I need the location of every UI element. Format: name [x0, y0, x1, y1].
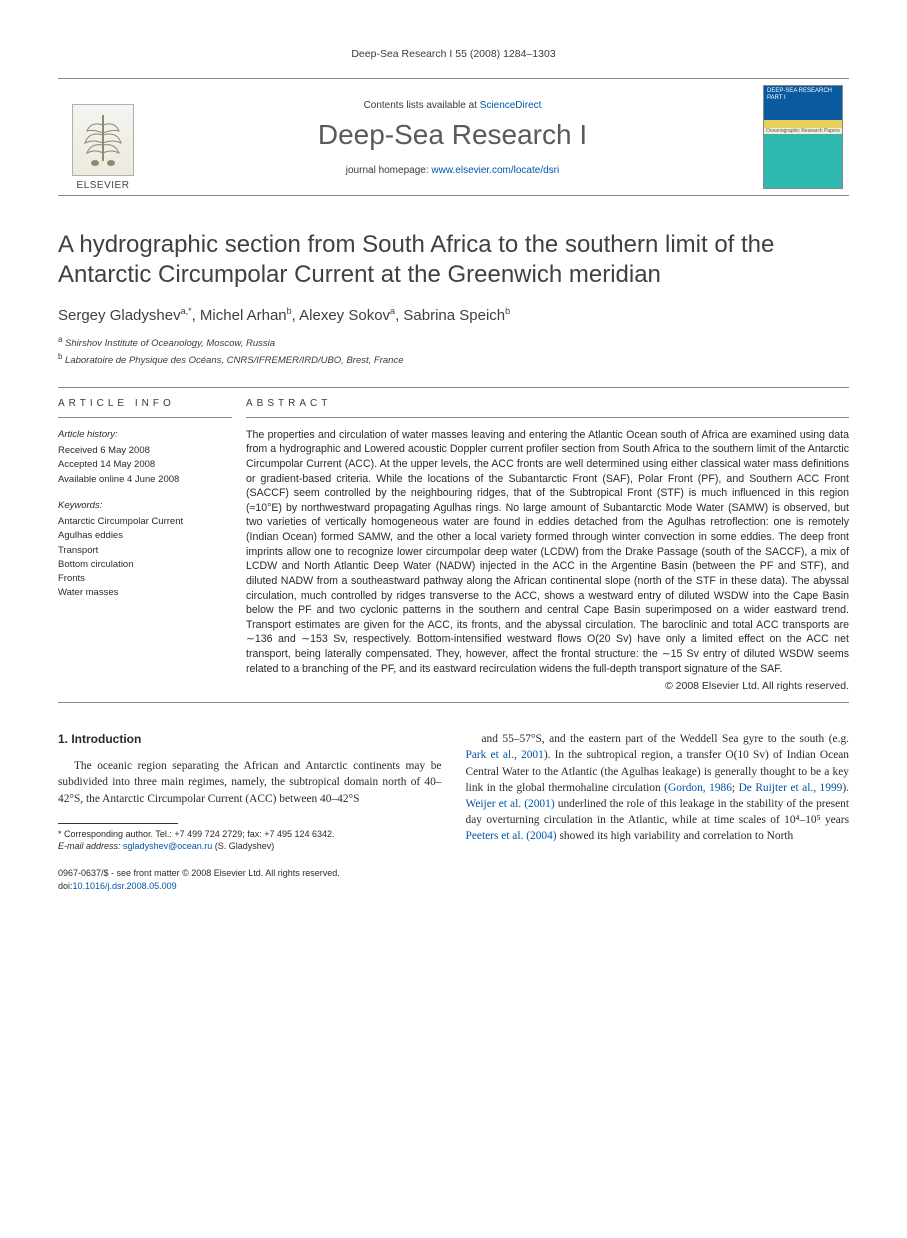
- article-title: A hydrographic section from South Africa…: [58, 230, 849, 290]
- journal-cover: DEEP-SEA RESEARCH PART I Oceanographic R…: [763, 85, 843, 189]
- publisher-name: ELSEVIER: [77, 180, 130, 191]
- keyword: Antarctic Circumpolar Current: [58, 515, 232, 529]
- masthead: ELSEVIER Contents lists available at Sci…: [58, 78, 849, 196]
- cover-title: DEEP-SEA RESEARCH PART I: [764, 86, 842, 120]
- corresponding-author: * Corresponding author. Tel.: +7 499 724…: [58, 828, 442, 841]
- cover-part: PART I: [767, 95, 786, 101]
- article-info: ARTICLE INFO Article history: Received 6…: [58, 388, 246, 702]
- copyright-footer: 0967-0637/$ - see front matter © 2008 El…: [58, 867, 442, 892]
- abstract: ABSTRACT The properties and circulation …: [246, 388, 849, 702]
- history-line: Received 6 May 2008: [58, 444, 232, 458]
- running-head: Deep-Sea Research I 55 (2008) 1284–1303: [58, 48, 849, 60]
- body-columns: 1. Introduction The oceanic region separ…: [58, 731, 849, 892]
- email-line: E-mail address: sgladyshev@ocean.ru (S. …: [58, 840, 442, 853]
- footnotes: * Corresponding author. Tel.: +7 499 724…: [58, 828, 442, 853]
- sciencedirect-link[interactable]: ScienceDirect: [480, 100, 542, 111]
- elsevier-logo: [72, 104, 134, 176]
- keyword: Agulhas eddies: [58, 529, 232, 543]
- cite-deruijter-1999[interactable]: De Ruijter et al., 1999: [739, 782, 843, 794]
- info-heading: ARTICLE INFO: [58, 398, 232, 418]
- keyword: Water masses: [58, 586, 232, 600]
- cite-weijer-2001[interactable]: Weijer et al. (2001): [466, 798, 555, 810]
- email-label: E-mail address:: [58, 841, 121, 851]
- article-history: Article history: Received 6 May 2008Acce…: [58, 428, 232, 487]
- author-email[interactable]: sgladyshev@ocean.ru: [123, 841, 212, 851]
- homepage-prefix: journal homepage:: [346, 165, 432, 176]
- keyword: Transport: [58, 544, 232, 558]
- cite-park-2001[interactable]: Park et al., 2001: [466, 749, 544, 761]
- cover-title-text: DEEP-SEA RESEARCH: [767, 88, 832, 94]
- contents-line: Contents lists available at ScienceDirec…: [152, 100, 753, 111]
- keyword: Fronts: [58, 572, 232, 586]
- abstract-heading: ABSTRACT: [246, 398, 849, 418]
- cite-gordon-1986[interactable]: Gordon, 1986: [668, 782, 732, 794]
- affiliations: a Shirshov Institute of Oceanology, Mosc…: [58, 334, 849, 369]
- keywords-block: Keywords: Antarctic Circumpolar CurrentA…: [58, 499, 232, 601]
- email-who: (S. Gladyshev): [215, 841, 275, 851]
- affiliation: a Shirshov Institute of Oceanology, Mosc…: [58, 334, 849, 351]
- cover-strip: [764, 120, 842, 128]
- contents-prefix: Contents lists available at: [364, 100, 480, 111]
- history-label: Article history:: [58, 428, 232, 442]
- homepage-link[interactable]: www.elsevier.com/locate/dsri: [431, 165, 559, 176]
- keyword: Bottom circulation: [58, 558, 232, 572]
- history-line: Available online 4 June 2008: [58, 473, 232, 487]
- cite-peeters-2004[interactable]: Peeters et al. (2004): [466, 830, 557, 842]
- tree-icon: [81, 111, 125, 169]
- intro-para-2: and 55–57°S, and the eastern part of the…: [466, 731, 850, 844]
- info-abstract-row: ARTICLE INFO Article history: Received 6…: [58, 387, 849, 703]
- doi-line: doi:10.1016/j.dsr.2008.05.009: [58, 880, 442, 893]
- doi-label: doi:: [58, 881, 73, 891]
- section-heading-1: 1. Introduction: [58, 731, 442, 748]
- footnote-rule: [58, 823, 178, 824]
- doi-link[interactable]: 10.1016/j.dsr.2008.05.009: [73, 881, 177, 891]
- affiliation: b Laboratoire de Physique des Océans, CN…: [58, 351, 849, 368]
- front-matter: 0967-0637/$ - see front matter © 2008 El…: [58, 867, 442, 880]
- abstract-copyright: © 2008 Elsevier Ltd. All rights reserved…: [246, 680, 849, 692]
- cover-thumb-wrap: DEEP-SEA RESEARCH PART I Oceanographic R…: [757, 79, 849, 195]
- journal-name: Deep-Sea Research I: [152, 119, 753, 151]
- authors: Sergey Gladysheva,*, Michel Arhanb, Alex…: [58, 306, 849, 324]
- homepage-line: journal homepage: www.elsevier.com/locat…: [152, 165, 753, 176]
- masthead-center: Contents lists available at ScienceDirec…: [148, 79, 757, 195]
- abstract-text: The properties and circulation of water …: [246, 428, 849, 676]
- keywords-label: Keywords:: [58, 499, 232, 513]
- history-line: Accepted 14 May 2008: [58, 458, 232, 472]
- publisher-block: ELSEVIER: [58, 79, 148, 195]
- intro-para-1: The oceanic region separating the Africa…: [58, 758, 442, 807]
- cover-image: [764, 134, 842, 188]
